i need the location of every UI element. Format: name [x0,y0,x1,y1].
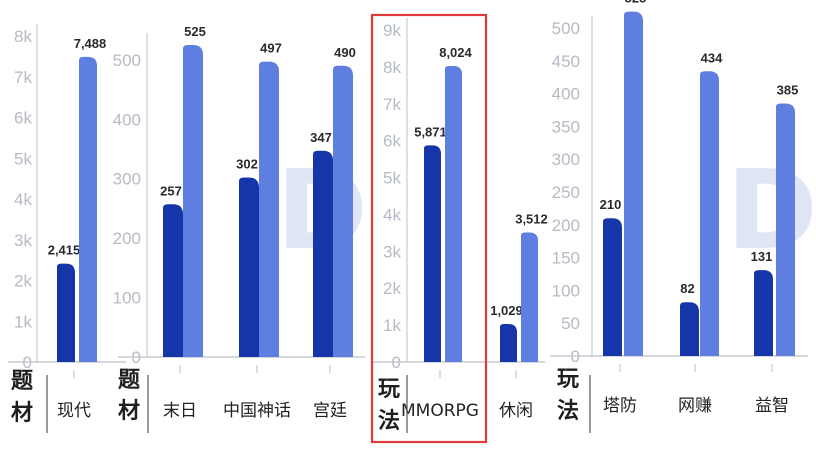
bar [603,218,622,356]
data-label: 1,029 [490,303,523,318]
data-label: 2,415 [48,243,81,258]
bar [333,65,353,358]
y-tick-label: 5k [383,169,401,188]
group-label-char: 法 [557,399,579,424]
y-tick-label: 9k [383,21,401,40]
data-label: 302 [236,157,258,172]
background-layer: DD [276,146,816,274]
data-label: 385 [777,82,799,97]
group-label-char: 材 [11,401,33,426]
chart-content-layer: 01k2k3k4k5k6k7k8k2,4157,488现代题材010020030… [8,0,808,444]
group-label-char: 题 [11,369,34,394]
y-tick-label: 150 [552,249,580,268]
y-tick-label: 7k [14,68,32,87]
data-label: 5,871 [414,124,447,139]
x-tick-label: MMORPG [401,401,479,421]
y-tick-label: 400 [113,110,141,129]
x-tick-label: 末日 [163,401,197,421]
y-tick-label: 200 [113,229,141,248]
y-tick-label: 6k [14,109,32,128]
bar [239,177,259,357]
y-tick-label: 400 [552,85,580,104]
bar [754,270,773,356]
y-tick-label: 8k [14,27,32,46]
bar [424,145,441,362]
data-label: 131 [751,249,773,264]
bar [163,204,183,357]
y-tick-label: 100 [552,281,580,300]
y-tick-label: 1k [14,312,32,331]
group-label-char: 玩 [378,377,400,402]
bar [313,150,333,357]
data-label: 525 [625,0,647,6]
data-label: 490 [334,45,356,60]
watermark-letter: D [726,146,816,274]
data-label: 497 [260,41,282,56]
x-tick-label: 网赚 [678,396,712,416]
bar [183,45,203,357]
x-tick-label: 益智 [755,396,789,416]
y-tick-label: 2k [14,272,32,291]
y-tick-label: 6k [383,132,401,151]
y-tick-label: 300 [552,150,580,169]
bar [500,324,517,362]
bar [700,71,719,357]
highlight-frame [370,13,488,444]
data-label: 434 [701,50,723,65]
group-label-char: 玩 [557,367,579,392]
y-tick-label: 100 [113,289,141,308]
data-label: 525 [184,24,206,39]
bar [521,232,538,362]
y-tick-label: 4k [383,205,401,224]
y-tick-label: 3k [14,231,32,250]
y-tick-label: 2k [383,279,401,298]
y-tick-label: 250 [552,183,580,202]
y-tick-label: 200 [552,216,580,235]
y-tick-label: 1k [383,316,401,335]
bar [776,103,795,356]
x-tick-label: 塔防 [603,396,637,416]
bar [445,66,462,363]
y-tick-label: 300 [113,170,141,189]
x-tick-label: 现代 [57,401,91,421]
group-label-char: 题 [118,368,141,393]
group-label-char: 材 [118,399,140,424]
data-label: 82 [680,281,694,296]
data-label: 257 [160,183,182,198]
y-tick-label: 4k [14,190,32,209]
data-label: 3,512 [515,211,548,226]
bar [57,263,75,362]
y-tick-label: 500 [552,19,580,38]
data-label: 210 [600,197,622,212]
bar [79,56,97,362]
bar [259,61,279,357]
y-tick-label: 3k [383,242,401,261]
x-tick-label: 休闲 [499,401,533,421]
y-tick-label: 5k [14,149,32,168]
y-tick-label: 8k [383,58,401,77]
x-tick-label: 中国神话 [223,401,291,421]
y-tick-label: 50 [561,314,580,333]
y-tick-label: 450 [552,52,580,71]
bar [680,302,699,356]
x-tick-label: 宫廷 [313,401,347,421]
group-label-char: 法 [378,409,400,434]
data-label: 8,024 [439,45,472,60]
y-tick-label: 500 [113,51,141,70]
y-tick-label: 350 [552,117,580,136]
data-label: 7,488 [74,36,107,51]
bar [624,11,643,356]
y-tick-label: 7k [383,95,401,114]
data-label: 347 [310,130,332,145]
